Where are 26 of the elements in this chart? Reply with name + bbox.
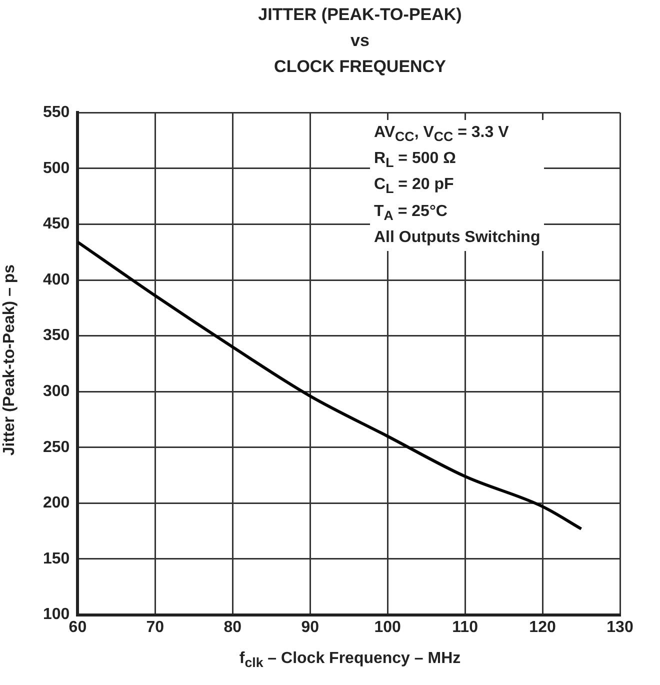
- x-tick-label: 110: [452, 618, 478, 636]
- y-tick-label: 450: [42, 216, 70, 233]
- x-tick-label: 70: [146, 618, 164, 636]
- annotation: All Outputs Switching: [374, 228, 540, 248]
- annotation: AV$_{CC}$, V$_{CC}$ = 3.3 V: [374, 123, 510, 146]
- y-tick-label: 150: [42, 550, 70, 568]
- y-tick-label: 400: [42, 271, 70, 288]
- annotation: T$_{A}$ = 25°C: [374, 202, 448, 225]
- y-tick-label: 250: [42, 438, 70, 456]
- y-tick-label: 300: [42, 383, 70, 400]
- x-tick-label: 120: [529, 618, 556, 636]
- x-tick-label: 100: [374, 618, 402, 636]
- x-tick-label: 80: [224, 618, 242, 636]
- x-tick-label: 60: [68, 618, 87, 636]
- y-tick-label: 500: [42, 160, 70, 177]
- y-tick-label: 350: [42, 327, 70, 344]
- y-tick-label: 200: [42, 494, 70, 512]
- x-axis-title: f$_{clk}$ – Clock Frequency – MHz: [238, 650, 462, 670]
- x-tick-label: 90: [301, 618, 320, 636]
- chart-title: JITTER (PEAK-TO-PEAK) vs CLOCK FREQUENCY: [257, 4, 463, 78]
- annotation: C$_{L}$ = 20 pF: [374, 175, 455, 199]
- x-tick-label: 130: [606, 618, 634, 636]
- y-axis-title: Jitter (Peak-to-Peak) – ps: [1, 264, 19, 456]
- y-tick-label: 100: [42, 606, 70, 624]
- y-tick-label: 550: [42, 104, 70, 122]
- annotation: R$_{L}$ = 500 Ω: [374, 149, 457, 172]
